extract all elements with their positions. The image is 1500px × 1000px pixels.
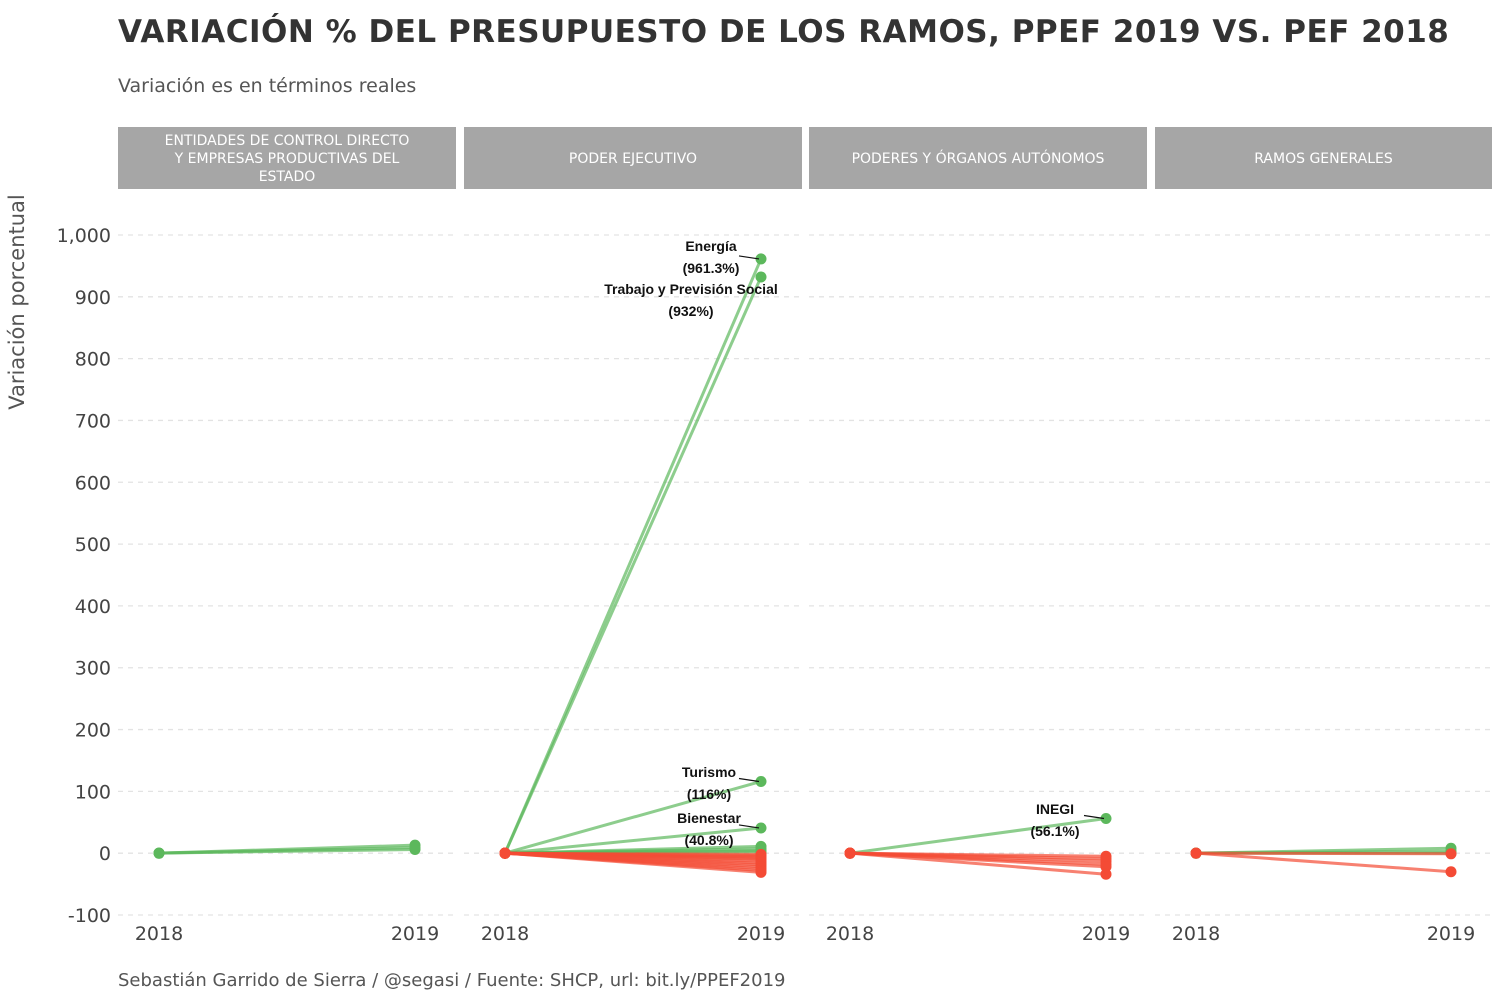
series-line [504, 851, 762, 874]
facet-label: PODERES Y ÓRGANOS AUTÓNOMOS [852, 149, 1105, 167]
annotation-leader [738, 824, 760, 829]
series-line [849, 851, 1107, 876]
annotation-value: (56.1%) [1030, 823, 1079, 839]
y-tick-label: 500 [75, 534, 111, 556]
x-tick-label: 2018 [826, 923, 874, 945]
y-tick-label: 1,000 [57, 225, 111, 247]
data-point [755, 271, 767, 283]
annotation-value: (40.8%) [684, 832, 733, 848]
data-point [755, 866, 767, 878]
annotation-value: (116%) [687, 786, 731, 802]
x-tick-label: 2018 [1172, 923, 1220, 945]
facet-strips: ENTIDADES DE CONTROL DIRECTO Y EMPRESAS P… [118, 127, 1492, 189]
facet-label: PODER EJECUTIVO [569, 151, 697, 167]
facet-label: ESTADO [259, 169, 316, 185]
y-tick-label: 400 [75, 596, 111, 618]
axis-layer: -100 0 100 200 300 400 500 600 700 800 900 1,000 201… [57, 225, 1476, 945]
series-layer [153, 253, 1457, 880]
data-point [1445, 866, 1457, 878]
data-point [409, 843, 421, 855]
data-point [499, 847, 511, 859]
annotation-layer: Energía (961.3%) Trabajo y Previsión Socia… [604, 238, 1105, 848]
facet-label: Y EMPRESAS PRODUCTIVAS DEL [174, 151, 400, 167]
y-tick-label: 200 [75, 720, 111, 742]
y-tick-label: 100 [75, 781, 111, 803]
annotation-label: Bienestar [677, 810, 741, 826]
chart-title: VARIACIÓN % DEL PRESUPUESTO DE LOS RAMOS… [118, 14, 1450, 50]
x-tick-label: 2019 [1082, 923, 1130, 945]
y-tick-label: 600 [75, 472, 111, 494]
y-tick-label: 900 [75, 287, 111, 309]
annotation-leader [1083, 814, 1105, 820]
x-tick-label: 2019 [391, 923, 439, 945]
facet-strip [118, 127, 456, 189]
y-axis-label: Variación porcentual [5, 194, 29, 410]
data-point [755, 253, 767, 265]
x-tick-label: 2018 [481, 923, 529, 945]
data-point [1100, 813, 1112, 825]
chart-subtitle: Variación es en términos reales [118, 75, 417, 97]
series-line [158, 847, 416, 855]
series-line [504, 780, 762, 855]
data-point [1100, 868, 1112, 880]
series-line [849, 817, 1107, 855]
facet-strip [809, 127, 1147, 189]
y-tick-label: 800 [75, 349, 111, 371]
annotation-leader [738, 777, 760, 783]
annotation-label: Energía [685, 238, 737, 254]
series-line [504, 826, 762, 855]
series-line [1195, 851, 1452, 874]
annotation-value: (932%) [668, 303, 713, 319]
facet-strip [1155, 127, 1492, 189]
y-tick-label: 700 [75, 410, 111, 432]
annotation-label: Turismo [682, 764, 736, 780]
facet-strip [464, 127, 802, 189]
series-line [1195, 851, 1452, 856]
data-point [755, 822, 767, 834]
annotation-value: (961.3%) [683, 260, 740, 276]
data-point [1445, 848, 1457, 860]
y-tick-label: 0 [99, 843, 111, 865]
annotation-label: Trabajo y Previsión Social [604, 281, 778, 297]
y-tick-label: -100 [68, 905, 111, 927]
grid-layer [118, 234, 1492, 916]
facet-label: RAMOS GENERALES [1254, 151, 1393, 167]
annotation-label: INEGI [1036, 801, 1074, 817]
data-point [153, 847, 165, 859]
facet-label: ENTIDADES DE CONTROL DIRECTO [165, 133, 410, 149]
x-tick-label: 2018 [135, 923, 183, 945]
x-tick-label: 2019 [737, 923, 785, 945]
data-point [755, 775, 767, 787]
series-line [503, 276, 763, 854]
data-point [844, 847, 856, 859]
annotation-leader [738, 255, 760, 260]
chart-caption: Sebastián Garrido de Sierra / @segasi / … [118, 970, 786, 991]
x-tick-label: 2019 [1427, 923, 1475, 945]
y-tick-label: 300 [75, 658, 111, 680]
data-point [1190, 847, 1202, 859]
